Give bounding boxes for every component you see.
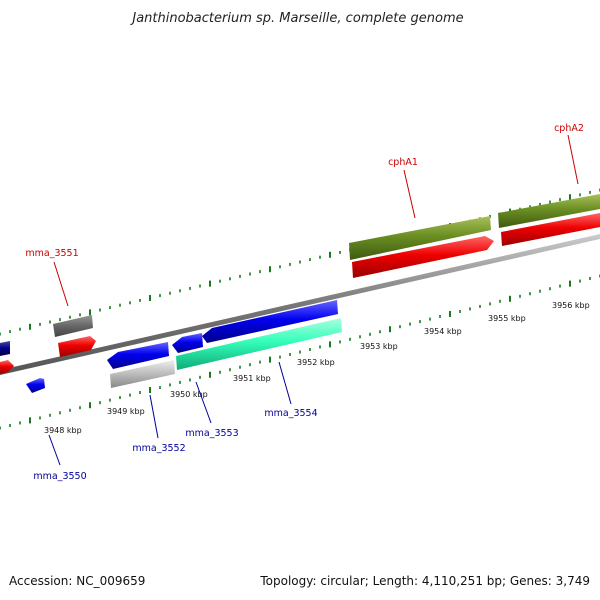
ruler-label: 3954 kbp [424,327,462,336]
gene-label-cphA2: cphA2 [554,123,584,134]
gene-label-mma-3552: mma_3552 [132,443,185,454]
inner-ruler [0,274,600,430]
gene-label-mma-3550: mma_3550 [33,471,86,482]
gene-callouts: mma_3551 cphA1 cphA2 mma_3550 mma_3552 m… [25,123,584,482]
feature-cds-left-edge-reverse [0,341,10,356]
genome-backbone [0,234,600,375]
feature-cds-mma-3551 [58,336,96,357]
feature-gene-cphA1 [349,216,491,260]
ruler-label: 3952 kbp [297,358,335,367]
gene-label-cphA1: cphA1 [388,157,418,168]
ruler-label: 3950 kbp [170,390,208,399]
feature-cds-mma-3550 [26,378,45,393]
ruler-label: 3953 kbp [360,342,398,351]
feature-misc-mma-3554 [176,318,342,370]
feature-cds-mma-3552 [107,342,169,369]
ruler-label: 3955 kbp [488,314,526,323]
feature-gene-cphA2 [498,194,600,228]
ruler-label: 3948 kbp [44,426,82,435]
ruler-label: 3951 kbp [233,374,271,383]
forward-strand-features [0,194,600,374]
feature-cds-mma-3553 [172,333,203,353]
feature-cds-mma-3554 [202,300,338,343]
feature-gene-mma-3552 [110,360,175,388]
gene-label-mma-3551: mma_3551 [25,248,78,259]
feature-cds-cphA1 [352,236,494,278]
gene-label-mma-3554: mma_3554 [264,408,317,419]
feature-gene-mma-3551 [53,315,93,337]
ruler-labels: 3948 kbp 3949 kbp 3950 kbp 3951 kbp 3952 kbp… [44,301,590,435]
reverse-strand-features [0,300,342,393]
map-title: Janthinobacterium sp. Marseille, complet… [129,11,463,26]
feature-cds-left-edge [0,360,14,374]
ruler-label: 3949 kbp [107,407,145,416]
ruler-label: 3956 kbp [552,301,590,310]
accession-text: Accession: NC_009659 [9,574,146,588]
feature-cds-cphA2 [501,213,600,246]
genome-stats-text: Topology: circular; Length: 4,110,251 bp… [260,574,590,588]
gene-label-mma-3553: mma_3553 [185,428,238,439]
